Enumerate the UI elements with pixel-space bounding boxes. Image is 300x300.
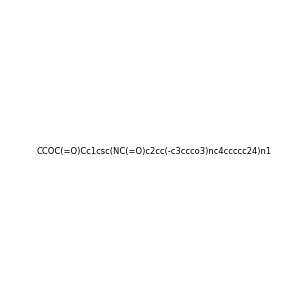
- Text: CCOC(=O)Cc1csc(NC(=O)c2cc(-c3ccco3)nc4ccccc24)n1: CCOC(=O)Cc1csc(NC(=O)c2cc(-c3ccco3)nc4cc…: [36, 147, 271, 156]
